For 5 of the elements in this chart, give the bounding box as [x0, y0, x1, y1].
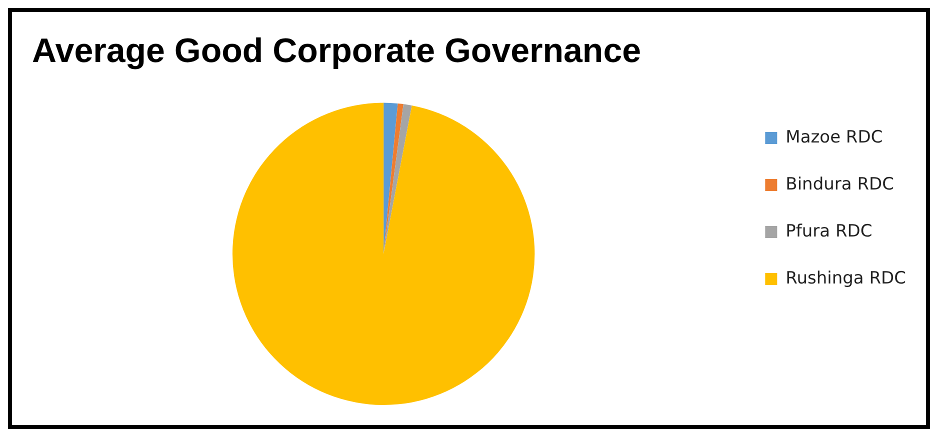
legend-label: Pfura RDC	[786, 221, 872, 242]
legend-label: Mazoe RDC	[786, 127, 883, 148]
legend-label: Bindura RDC	[786, 174, 894, 194]
chart-title: Average Good Corporate Governance	[32, 32, 642, 70]
legend-label: Rushinga RDC	[786, 268, 906, 288]
